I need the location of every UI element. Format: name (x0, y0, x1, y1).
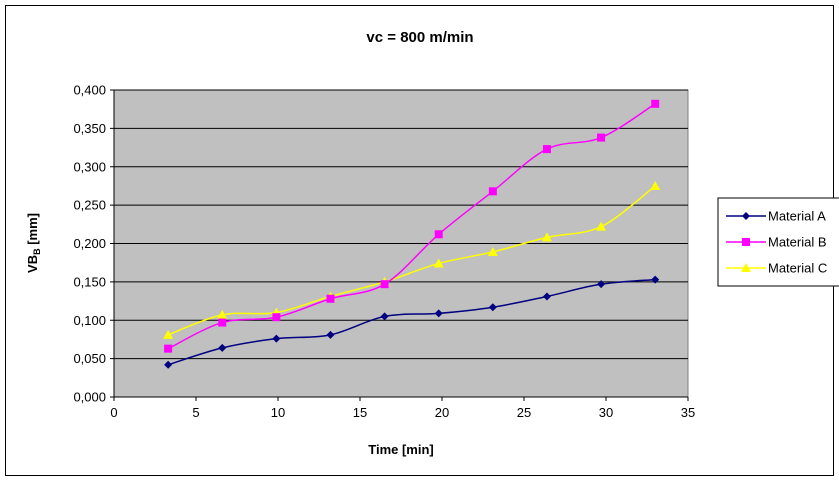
x-tick-label: 35 (681, 405, 695, 420)
data-point (434, 230, 443, 239)
data-point (488, 303, 497, 312)
data-point (488, 187, 497, 196)
y-axis-label-subscript: B (32, 248, 42, 255)
x-tick-label: 0 (110, 405, 117, 420)
x-axis-label: Time [min] (368, 442, 434, 457)
y-tick-label: 0,050 (73, 351, 106, 366)
data-point (651, 99, 660, 108)
legend-marker (741, 263, 751, 272)
x-tick-label: 5 (192, 405, 199, 420)
data-point (596, 221, 607, 231)
series-material-b (164, 99, 660, 353)
y-axis-label-main: VB (25, 255, 40, 273)
legend: Material A Material B Material C (717, 197, 839, 287)
data-point (163, 329, 174, 339)
legend-marker (742, 212, 750, 220)
legend-item: Material C (726, 261, 827, 276)
y-tick-label: 0,200 (73, 236, 106, 251)
data-point (433, 258, 444, 268)
data-point (217, 309, 228, 319)
data-point (218, 318, 227, 327)
data-point (597, 280, 606, 289)
series-line (167, 103, 656, 350)
data-point (487, 246, 498, 256)
data-point (326, 294, 335, 303)
data-point (597, 133, 606, 142)
x-tick-label: 25 (517, 405, 531, 420)
legend-item: Material B (726, 235, 827, 250)
data-point (542, 145, 551, 154)
y-tick-label: 0,400 (73, 83, 106, 98)
y-tick-label: 0,300 (73, 159, 106, 174)
data-point (434, 309, 443, 318)
y-tick-labels: 0,000 0,050 0,100 0,150 0,200 0,250 0,300 0,350… (73, 83, 106, 405)
data-point (651, 275, 660, 284)
y-tick-label: 0,350 (73, 121, 106, 136)
data-point (650, 180, 661, 190)
chart-title: vc = 800 m/min (366, 29, 473, 46)
data-point (380, 312, 389, 321)
series-material-a (164, 275, 660, 369)
data-point (326, 330, 335, 339)
x-tick-label: 20 (435, 405, 449, 420)
series-layer (163, 99, 661, 369)
data-point (542, 292, 551, 301)
y-tick-label: 0,150 (73, 274, 106, 289)
data-point (272, 334, 281, 343)
y-axis-label: VBB [mm] (25, 213, 42, 273)
legend-item: Material A (726, 209, 826, 224)
data-point (541, 232, 552, 242)
x-tick-label: 30 (599, 405, 613, 420)
x-tick-label: 10 (271, 405, 285, 420)
data-point (218, 343, 227, 352)
series-line (167, 185, 656, 336)
legend-label: Material B (768, 235, 827, 250)
data-point (272, 313, 281, 322)
y-tick-label: 0,250 (73, 198, 106, 213)
y-axis-label-unit: [mm] (25, 213, 40, 248)
data-point (164, 360, 173, 369)
grid-lines (114, 89, 688, 360)
legend-label: Material A (768, 209, 826, 224)
axes (110, 89, 689, 401)
data-point (164, 344, 173, 353)
legend-label: Material C (768, 261, 827, 276)
legend-marker (742, 238, 750, 246)
x-tick-labels: 0 5 10 15 20 25 30 35 (110, 405, 695, 420)
y-tick-label: 0,000 (73, 390, 106, 405)
y-tick-label: 0,100 (73, 313, 106, 328)
data-point (380, 280, 389, 289)
x-tick-label: 15 (353, 405, 367, 420)
series-line (167, 278, 656, 366)
